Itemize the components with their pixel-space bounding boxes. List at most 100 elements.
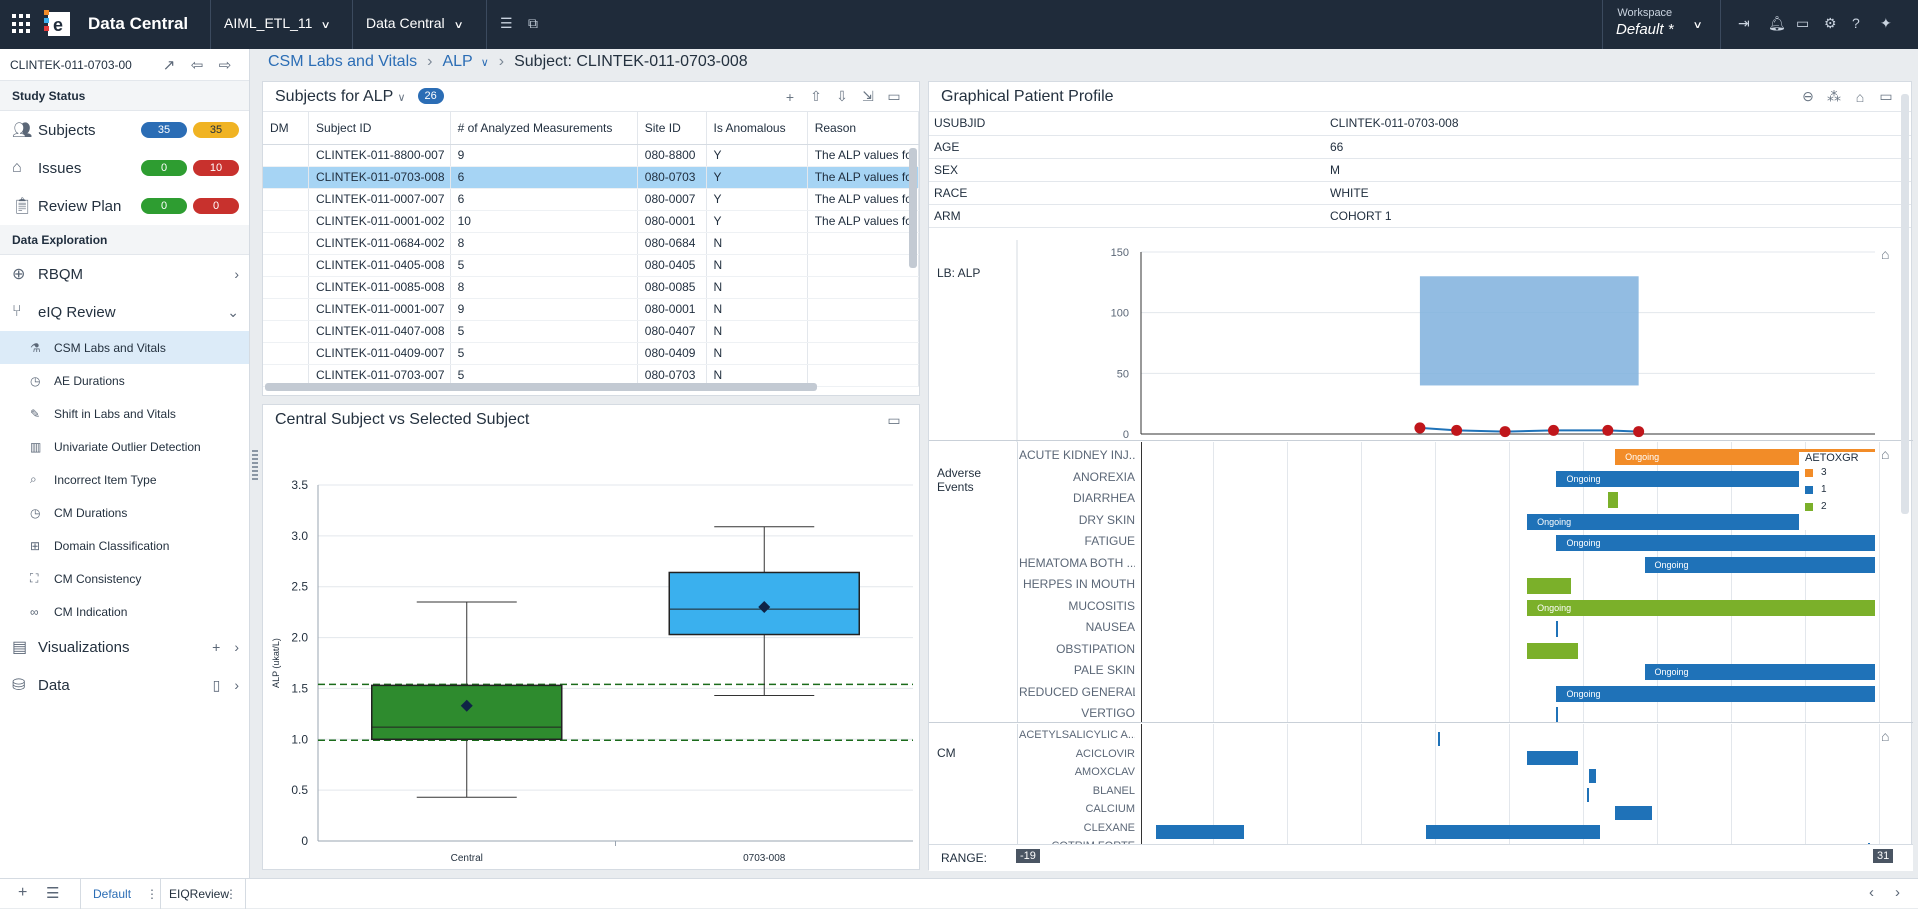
tag-icon[interactable]: ⌂ — [1881, 728, 1890, 744]
ae-bar[interactable] — [1556, 621, 1559, 637]
nav-cm-consistency[interactable]: ⛶ CM Consistency — [0, 562, 249, 595]
ae-bar[interactable]: Ongoing — [1644, 556, 1875, 573]
project-dropdown[interactable]: AIML_ETL_11 ∨ — [224, 15, 331, 31]
ae-bar[interactable]: Ongoing — [1644, 664, 1875, 680]
chevron-down-icon[interactable]: ∨ — [397, 91, 406, 104]
table-row[interactable]: CLINTEK-011-0684-002 8 080-0684 N — [263, 232, 919, 255]
cm-bar[interactable] — [1587, 787, 1590, 802]
legend-item[interactable]: 1 — [1799, 481, 1875, 498]
chevron-right-icon[interactable]: › — [1895, 884, 1900, 901]
plus-icon[interactable]: + — [785, 88, 795, 105]
ae-bar[interactable]: Ongoing — [1527, 513, 1875, 530]
vertical-scrollbar[interactable] — [1901, 94, 1909, 514]
ae-bar[interactable]: Ongoing — [1527, 599, 1875, 616]
nav-rbqm[interactable]: ⊕ RBQM › — [0, 255, 249, 293]
add-tab-icon[interactable]: + — [18, 884, 28, 901]
chevron-left-icon[interactable]: ‹ — [1869, 884, 1874, 901]
app-grid-icon[interactable] — [12, 14, 32, 34]
nav-csm-labs[interactable]: ⚗ CSM Labs and Vitals — [0, 331, 249, 364]
table-row[interactable]: CLINTEK-011-0001-007 9 080-0001 N — [263, 298, 919, 321]
nav-eiq-review[interactable]: ⑂ eIQ Review ⌄ — [0, 293, 249, 331]
workspace-selector[interactable]: Workspace Default * — [1616, 8, 1674, 38]
cm-bar[interactable] — [1867, 843, 1870, 844]
table-row[interactable]: CLINTEK-011-0409-007 5 080-0409 N — [263, 342, 919, 365]
clipboard-icon[interactable]: ▯ — [212, 676, 221, 693]
table-row[interactable]: CLINTEK-011-0001-002 10 080-0001 Y The ALP v… — [263, 210, 919, 233]
nav-subjects[interactable]: 👥︎ Subjects 35 35 — [0, 111, 249, 149]
legend-item[interactable]: 2 — [1799, 498, 1875, 515]
table-row[interactable]: CLINTEK-011-0007-007 6 080-0007 Y The ALP va… — [263, 188, 919, 211]
nav-ae-durations[interactable]: ◷ AE Durations — [0, 364, 249, 397]
range-min-handle[interactable]: -19 — [1016, 849, 1040, 863]
more-icon[interactable]: ⋮ — [225, 887, 237, 901]
trend-icon[interactable]: ↗ — [162, 56, 176, 74]
cm-bar[interactable] — [1155, 824, 1244, 839]
column-header[interactable]: DM — [263, 112, 310, 145]
module-dropdown[interactable]: Data Central ∨ — [366, 15, 463, 31]
column-header[interactable]: # of Analyzed Measurements — [450, 112, 638, 145]
breadcrumb-csm[interactable]: CSM Labs and Vitals — [268, 53, 418, 70]
range-max-handle[interactable]: 31 — [1873, 849, 1894, 863]
table-row[interactable]: CLINTEK-011-0703-008 6 080-0703 Y The ALP va… — [263, 166, 919, 189]
nav-visualizations[interactable]: ▤ Visualizations + › — [0, 628, 249, 666]
ae-bar[interactable] — [1556, 707, 1559, 723]
plus-icon[interactable]: + — [212, 639, 221, 655]
column-header[interactable]: Site ID — [637, 112, 707, 145]
cm-bar[interactable] — [1437, 732, 1441, 746]
nav-cm-indication[interactable]: ∞ CM Indication — [0, 595, 249, 628]
nav-cm-durations[interactable]: ◷ CM Durations — [0, 496, 249, 529]
forward-icon[interactable]: ⇨ — [218, 56, 232, 74]
resize-handle[interactable] — [252, 450, 258, 480]
nav-review-plan[interactable]: 📋︎ Review Plan 0 0 — [0, 187, 249, 225]
cm-bar[interactable] — [1615, 806, 1652, 820]
nav-shift-labs[interactable]: ✎ Shift in Labs and Vitals — [0, 397, 249, 430]
table-row[interactable]: CLINTEK-011-8800-007 9 080-8800 Y The ALP va… — [263, 144, 919, 167]
tag-icon[interactable]: ⌂ — [1881, 246, 1890, 262]
workspace-chevron-icon[interactable]: ∨ — [1692, 20, 1703, 31]
chevron-down-icon[interactable]: ∨ — [480, 57, 489, 69]
sparkle-icon[interactable]: ✦ — [1880, 15, 1892, 31]
ae-bar[interactable] — [1527, 642, 1579, 659]
nav-incorrect-item-type[interactable]: ⌕ Incorrect Item Type — [0, 463, 249, 496]
ae-bar[interactable]: Ongoing — [1556, 685, 1875, 702]
vertical-scrollbar[interactable] — [909, 148, 917, 268]
column-header[interactable]: Is Anomalous — [706, 112, 808, 145]
panel-layout-icon[interactable]: ▭ — [887, 411, 901, 428]
legend-item[interactable]: 3 — [1799, 464, 1875, 481]
ae-bar[interactable] — [1527, 578, 1572, 594]
nav-outlier-detection[interactable]: ▥ Univariate Outlier Detection — [0, 430, 249, 463]
back-icon[interactable]: ⇦ — [190, 56, 204, 74]
folder-icon[interactable]: ▭ — [1796, 15, 1810, 31]
nav-domain-classification[interactable]: ⊞ Domain Classification — [0, 529, 249, 562]
cm-bar[interactable] — [1588, 769, 1597, 783]
upload-icon[interactable]: ⇧ — [810, 88, 822, 104]
ae-bar[interactable]: Ongoing — [1556, 470, 1875, 487]
table-row[interactable]: CLINTEK-011-0407-008 5 080-0407 N — [263, 320, 919, 343]
ae-bar[interactable] — [1607, 492, 1618, 508]
gear-icon[interactable]: ⚙ — [1824, 15, 1837, 31]
logout-icon[interactable]: ⇥ — [1738, 15, 1750, 31]
cm-bar[interactable] — [1425, 824, 1601, 839]
column-header[interactable]: Subject ID — [308, 112, 451, 145]
export-icon[interactable]: ⇲ — [862, 88, 874, 104]
tab-eiqreview[interactable]: EIQReview ⋮ — [160, 879, 246, 909]
nodes-icon[interactable]: ⁂ — [1827, 88, 1841, 104]
menu-icon[interactable]: ☰ — [46, 885, 60, 902]
horizontal-scrollbar[interactable] — [265, 383, 817, 391]
panel-layout-icon[interactable]: ▭ — [1879, 88, 1893, 104]
zoom-out-icon[interactable]: ⊖ — [1802, 88, 1814, 104]
table-row[interactable]: CLINTEK-011-0085-008 8 080-0085 N — [263, 276, 919, 299]
table-row[interactable]: CLINTEK-011-0405-008 5 080-0405 N — [263, 254, 919, 277]
more-icon[interactable]: ⋮ — [146, 887, 158, 901]
cm-bar[interactable] — [1527, 750, 1579, 765]
download-icon[interactable]: ⇩ — [836, 88, 848, 104]
bell-icon[interactable]: 🔔︎ — [1768, 15, 1786, 31]
help-icon[interactable]: ? — [1852, 15, 1860, 31]
filter-list-icon[interactable]: ☰ — [500, 15, 513, 31]
tag-icon[interactable]: ⌂ — [1881, 446, 1890, 462]
range-slider[interactable]: RANGE: -19 31 — [929, 844, 1913, 871]
copy-icon[interactable]: ⧉ — [528, 15, 538, 31]
column-header[interactable]: Reason — [807, 112, 919, 145]
tag-icon[interactable]: ⌂ — [1855, 88, 1865, 105]
nav-issues[interactable]: ⌂ Issues 0 10 — [0, 149, 249, 187]
